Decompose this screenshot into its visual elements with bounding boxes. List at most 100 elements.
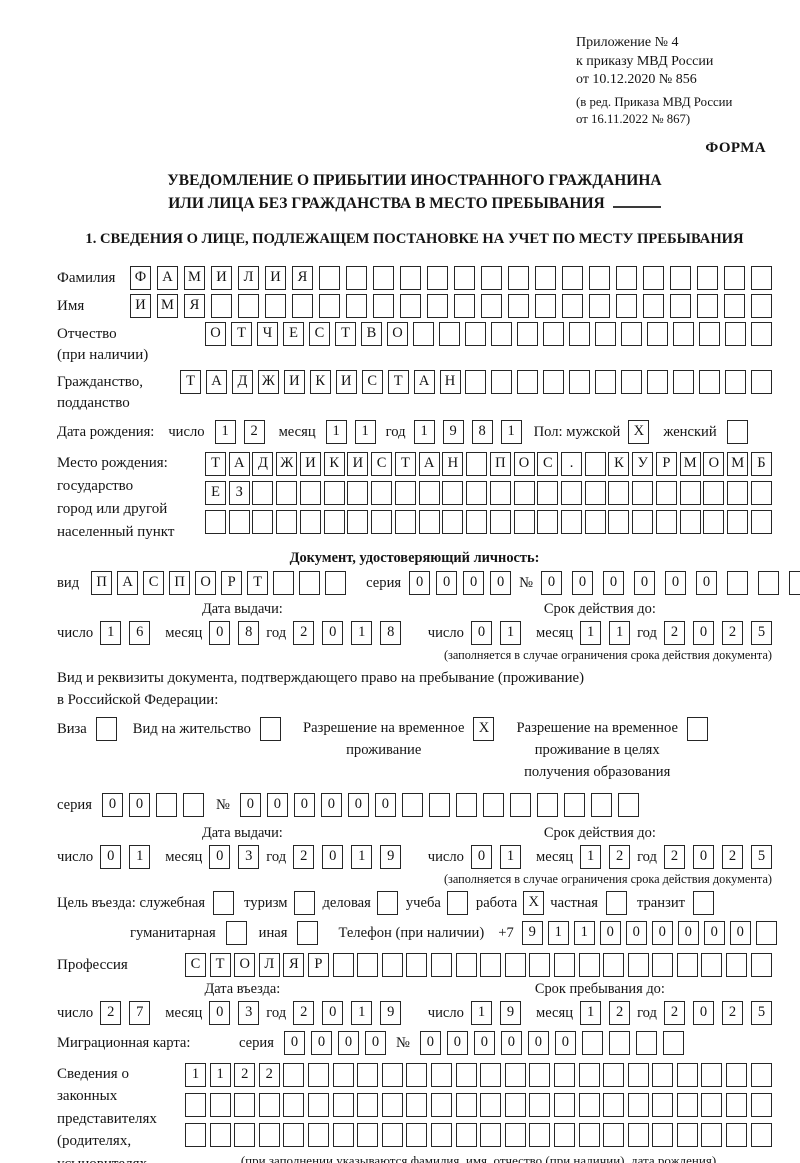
char-cell[interactable] (676, 952, 698, 977)
char-cell[interactable] (581, 1030, 603, 1055)
purpose-humanitarian-checkbox[interactable] (225, 920, 247, 945)
char-cell[interactable]: К (608, 451, 630, 476)
char-cell[interactable] (652, 1122, 674, 1147)
char-cell[interactable] (307, 1062, 329, 1087)
char-cell[interactable] (491, 321, 512, 346)
char-cell[interactable] (427, 265, 448, 290)
char-cell[interactable] (381, 1062, 403, 1087)
char-cell[interactable] (647, 321, 668, 346)
char-cell[interactable] (643, 293, 664, 318)
char-cell[interactable]: 0 (266, 792, 288, 817)
char-cell[interactable] (234, 1122, 256, 1147)
char-cell[interactable]: 1 (185, 1062, 206, 1087)
char-cell[interactable]: И (211, 265, 232, 290)
char-cell[interactable] (655, 509, 677, 534)
char-cell[interactable] (725, 369, 747, 394)
char-cell[interactable] (439, 321, 460, 346)
char-cell[interactable] (679, 480, 701, 505)
char-cell[interactable]: 0 (625, 920, 647, 945)
char-cell[interactable] (603, 1062, 625, 1087)
char-cell[interactable] (758, 570, 780, 595)
gender-female-checkbox[interactable] (726, 419, 748, 444)
char-cell[interactable] (537, 480, 559, 505)
char-cell[interactable] (504, 1092, 526, 1117)
edu-residence-checkbox[interactable] (686, 716, 708, 741)
char-cell[interactable] (509, 792, 531, 817)
char-cell[interactable] (543, 321, 564, 346)
char-cell[interactable] (466, 480, 488, 505)
temp-residence-checkbox[interactable]: X (473, 716, 495, 741)
char-cell[interactable]: Т (387, 369, 409, 394)
char-cell[interactable] (727, 480, 749, 505)
char-cell[interactable]: А (117, 570, 139, 595)
char-cell[interactable] (283, 1062, 305, 1087)
char-cell[interactable] (584, 509, 606, 534)
char-cell[interactable]: Т (205, 451, 226, 476)
char-cell[interactable] (357, 1062, 379, 1087)
char-cell[interactable] (535, 265, 556, 290)
char-cell[interactable]: 0 (541, 570, 563, 595)
char-cell[interactable]: А (157, 265, 178, 290)
char-cell[interactable] (465, 369, 487, 394)
char-cell[interactable]: И (265, 265, 286, 290)
char-cell[interactable] (595, 321, 616, 346)
char-cell[interactable] (513, 480, 535, 505)
char-cell[interactable] (182, 792, 204, 817)
char-cell[interactable] (750, 480, 772, 505)
char-cell[interactable] (381, 1092, 403, 1117)
char-cell[interactable] (480, 952, 502, 977)
char-cell[interactable]: 0 (463, 570, 485, 595)
char-cell[interactable] (346, 293, 367, 318)
char-cell[interactable]: 2 (722, 844, 743, 869)
char-cell[interactable] (679, 509, 701, 534)
char-cell[interactable] (537, 509, 559, 534)
char-cell[interactable]: П (169, 570, 191, 595)
char-cell[interactable]: О (387, 321, 408, 346)
char-cell[interactable]: И (283, 369, 305, 394)
char-cell[interactable]: 2 (234, 1062, 256, 1087)
char-cell[interactable]: 0 (209, 844, 231, 869)
char-cell[interactable]: 0 (364, 1030, 386, 1055)
char-cell[interactable] (608, 1030, 630, 1055)
char-cell[interactable] (643, 265, 664, 290)
char-cell[interactable] (724, 293, 745, 318)
char-cell[interactable] (508, 293, 529, 318)
char-cell[interactable]: Н (439, 369, 461, 394)
char-cell[interactable] (455, 1092, 477, 1117)
char-cell[interactable] (430, 1062, 452, 1087)
char-cell[interactable]: 1 (351, 620, 373, 645)
char-cell[interactable] (427, 293, 448, 318)
char-cell[interactable] (724, 265, 745, 290)
char-cell[interactable] (504, 1062, 526, 1087)
char-cell[interactable] (750, 952, 772, 977)
char-cell[interactable]: С (361, 369, 383, 394)
char-cell[interactable]: 0 (527, 1030, 549, 1055)
char-cell[interactable] (727, 570, 749, 595)
char-cell[interactable] (751, 321, 772, 346)
char-cell[interactable]: 1 (100, 620, 122, 645)
char-cell[interactable] (543, 369, 565, 394)
char-cell[interactable] (430, 1122, 452, 1147)
char-cell[interactable] (655, 480, 677, 505)
char-cell[interactable]: 8 (380, 620, 402, 645)
char-cell[interactable]: 2 (258, 1062, 280, 1087)
char-cell[interactable] (455, 1122, 477, 1147)
char-cell[interactable] (725, 321, 746, 346)
char-cell[interactable] (283, 1092, 305, 1117)
char-cell[interactable]: 0 (100, 844, 122, 869)
char-cell[interactable] (394, 480, 416, 505)
char-cell[interactable] (627, 1092, 649, 1117)
char-cell[interactable] (662, 1030, 684, 1055)
char-cell[interactable] (299, 480, 321, 505)
char-cell[interactable]: А (413, 369, 435, 394)
char-cell[interactable] (676, 1062, 698, 1087)
char-cell[interactable] (347, 480, 369, 505)
char-cell[interactable]: 1 (214, 419, 236, 444)
char-cell[interactable] (584, 480, 606, 505)
char-cell[interactable]: 8 (238, 620, 260, 645)
char-cell[interactable]: 0 (446, 1030, 468, 1055)
char-cell[interactable]: Т (231, 321, 252, 346)
char-cell[interactable] (750, 1062, 772, 1087)
char-cell[interactable] (701, 1092, 723, 1117)
char-cell[interactable] (627, 952, 649, 977)
